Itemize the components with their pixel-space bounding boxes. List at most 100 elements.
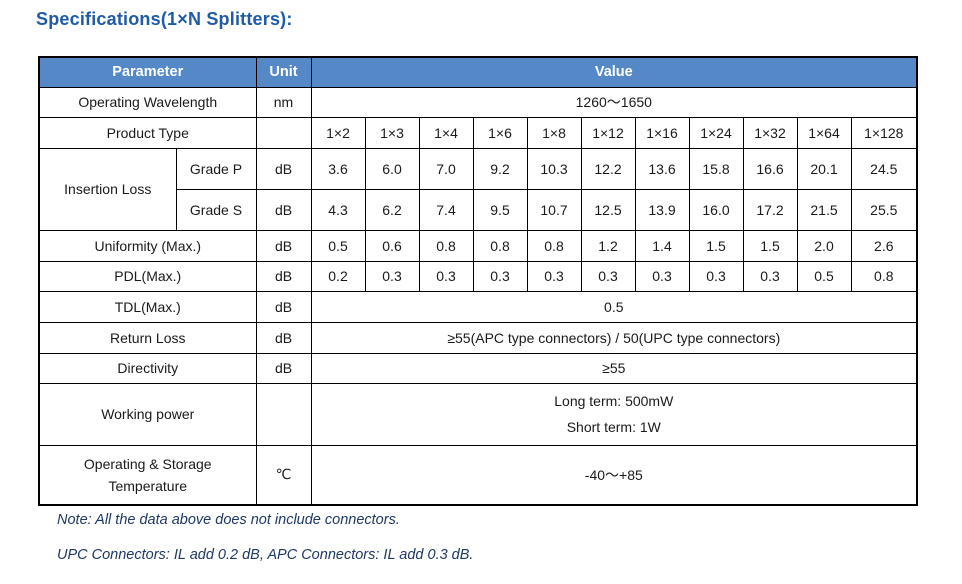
unit-cell: dB bbox=[255, 229, 312, 262]
unit-cell: dB bbox=[255, 352, 312, 384]
product-type-cell: 1×16 bbox=[634, 116, 690, 149]
row-tdl: TDL(Max.) dB 0.5 bbox=[38, 290, 918, 323]
value-cell: 0.8 bbox=[526, 229, 582, 262]
value-cell: 0.3 bbox=[688, 260, 744, 292]
value-cell: 0.6 bbox=[364, 229, 420, 262]
unit-cell: dB bbox=[255, 321, 312, 354]
value-cell: 4.3 bbox=[310, 188, 366, 231]
unit-cell: nm bbox=[255, 86, 312, 118]
value-cell: 13.9 bbox=[634, 188, 690, 231]
value-cell: 16.0 bbox=[688, 188, 744, 231]
row-insertion-loss-grade-p: Insertion Loss Grade P dB 3.6 6.0 7.0 9.… bbox=[38, 147, 918, 231]
product-type-cell: 1×12 bbox=[580, 116, 636, 149]
value-cell: 7.0 bbox=[418, 147, 474, 190]
row-temperature: Operating & Storage Temperature ℃ -40～+8… bbox=[38, 444, 918, 506]
value-cell: 24.5 bbox=[850, 147, 918, 190]
working-power-long-term: Long term: 500mW bbox=[554, 393, 674, 409]
value-cell: 10.3 bbox=[526, 147, 582, 190]
footnotes: Note: All the data above does not includ… bbox=[57, 512, 473, 582]
value-cell: -40～+85 bbox=[310, 444, 918, 506]
row-directivity: Directivity dB ≥55 bbox=[38, 352, 918, 384]
product-type-cell: 1×128 bbox=[850, 116, 918, 149]
param-label: Working power bbox=[38, 382, 257, 446]
value-cell: 9.2 bbox=[472, 147, 528, 190]
working-power-short-term: Short term: 1W bbox=[566, 419, 661, 435]
note-il-add: UPC Connectors: IL add 0.2 dB, APC Conne… bbox=[57, 547, 474, 563]
product-type-cell: 1×4 bbox=[418, 116, 474, 149]
unit-cell bbox=[255, 382, 312, 446]
param-label: Return Loss bbox=[38, 321, 257, 354]
value-cell: 21.5 bbox=[796, 188, 852, 231]
header-parameter: Parameter bbox=[38, 56, 257, 88]
unit-cell bbox=[255, 116, 312, 149]
row-working-power: Working power Long term: 500mW Short ter… bbox=[38, 382, 918, 446]
value-cell: 0.8 bbox=[472, 229, 528, 262]
header-row: Parameter Unit Value bbox=[38, 56, 918, 88]
value-cell: 1.4 bbox=[634, 229, 690, 262]
value-cell: Long term: 500mW Short term: 1W bbox=[310, 382, 918, 446]
temperature-label-line1: Operating & Storage bbox=[83, 455, 212, 472]
value-cell: 2.6 bbox=[850, 229, 918, 262]
product-type-cell: 1×8 bbox=[526, 116, 582, 149]
value-cell: 0.5 bbox=[310, 290, 918, 323]
value-cell: 9.5 bbox=[472, 188, 528, 231]
unit-cell: ℃ bbox=[255, 444, 312, 506]
param-label: Operating Wavelength bbox=[38, 86, 257, 118]
param-label: Insertion Loss bbox=[38, 147, 177, 231]
value-cell: 2.0 bbox=[796, 229, 852, 262]
grade-label: Grade P bbox=[175, 147, 257, 190]
value-cell: 10.7 bbox=[526, 188, 582, 231]
row-operating-wavelength: Operating Wavelength nm 1260～1650 bbox=[38, 86, 918, 118]
value-cell: 0.5 bbox=[310, 229, 366, 262]
note-connectors: Note: All the data above does not includ… bbox=[57, 512, 400, 528]
value-cell: 1.2 bbox=[580, 229, 636, 262]
product-type-cell: 1×32 bbox=[742, 116, 798, 149]
param-label: Directivity bbox=[38, 352, 257, 384]
value-cell: 6.2 bbox=[364, 188, 420, 231]
unit-cell: dB bbox=[255, 290, 312, 323]
product-type-cell: 1×2 bbox=[310, 116, 366, 149]
product-type-cell: 1×6 bbox=[472, 116, 528, 149]
product-type-cell: 1×24 bbox=[688, 116, 744, 149]
page-title: Specifications(1×N Splitters): bbox=[36, 9, 293, 29]
value-cell: 0.8 bbox=[418, 229, 474, 262]
value-cell: 1.5 bbox=[688, 229, 744, 262]
value-cell: 0.3 bbox=[472, 260, 528, 292]
row-return-loss: Return Loss dB ≥55(APC type connectors) … bbox=[38, 321, 918, 354]
value-cell: 0.3 bbox=[742, 260, 798, 292]
value-cell: 1.5 bbox=[742, 229, 798, 262]
param-label: Uniformity (Max.) bbox=[38, 229, 257, 262]
grade-label: Grade S bbox=[175, 188, 257, 231]
value-cell: 12.5 bbox=[580, 188, 636, 231]
value-cell: 16.6 bbox=[742, 147, 798, 190]
value-cell: 12.2 bbox=[580, 147, 636, 190]
value-cell: 0.3 bbox=[580, 260, 636, 292]
value-cell: 25.5 bbox=[850, 188, 918, 231]
param-label: PDL(Max.) bbox=[38, 260, 257, 292]
row-uniformity: Uniformity (Max.) dB 0.5 0.6 0.8 0.8 0.8… bbox=[38, 229, 918, 262]
value-cell: ≥55 bbox=[310, 352, 918, 384]
product-type-cell: 1×64 bbox=[796, 116, 852, 149]
param-label: Operating & Storage Temperature bbox=[38, 444, 257, 506]
header-unit: Unit bbox=[255, 56, 312, 88]
value-cell: 0.8 bbox=[850, 260, 918, 292]
product-type-cell: 1×3 bbox=[364, 116, 420, 149]
row-insertion-loss-grade-s: Grade S dB 4.3 6.2 7.4 9.5 10.7 12.5 13.… bbox=[39, 188, 918, 231]
value-cell: 13.6 bbox=[634, 147, 690, 190]
value-cell: 6.0 bbox=[364, 147, 420, 190]
value-cell: 20.1 bbox=[796, 147, 852, 190]
value-cell: 3.6 bbox=[310, 147, 366, 190]
value-cell: 0.2 bbox=[310, 260, 366, 292]
param-label: Product Type bbox=[38, 116, 257, 149]
value-cell: 0.3 bbox=[418, 260, 474, 292]
row-product-type: Product Type 1×2 1×3 1×4 1×6 1×8 1×12 1×… bbox=[38, 116, 918, 149]
value-cell: 0.3 bbox=[364, 260, 420, 292]
value-cell: 0.5 bbox=[796, 260, 852, 292]
value-cell: 0.3 bbox=[634, 260, 690, 292]
value-cell: 0.3 bbox=[526, 260, 582, 292]
temperature-label-line2: Temperature bbox=[108, 477, 188, 494]
value-cell: 17.2 bbox=[742, 188, 798, 231]
unit-cell: dB bbox=[255, 147, 312, 190]
param-label: TDL(Max.) bbox=[38, 290, 257, 323]
